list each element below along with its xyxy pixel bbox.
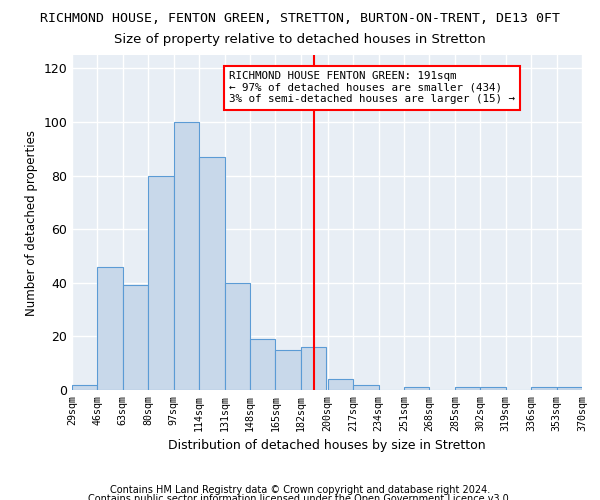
Bar [250, 339, 275, 390]
Text: Contains HM Land Registry data © Crown copyright and database right 2024.: Contains HM Land Registry data © Crown c… [110, 485, 490, 495]
Y-axis label: Number of detached properties: Number of detached properties [25, 130, 38, 316]
Text: Contains public sector information licensed under the Open Government Licence v3: Contains public sector information licen… [88, 494, 512, 500]
Bar [328, 380, 353, 390]
Bar [123, 286, 148, 390]
X-axis label: Distribution of detached houses by size in Stretton: Distribution of detached houses by size … [168, 439, 486, 452]
Bar [72, 384, 97, 390]
Bar [404, 388, 430, 390]
Bar [353, 384, 379, 390]
Text: RICHMOND HOUSE, FENTON GREEN, STRETTON, BURTON-ON-TRENT, DE13 0FT: RICHMOND HOUSE, FENTON GREEN, STRETTON, … [40, 12, 560, 26]
Text: Size of property relative to detached houses in Stretton: Size of property relative to detached ho… [114, 32, 486, 46]
Text: RICHMOND HOUSE FENTON GREEN: 191sqm
← 97% of detached houses are smaller (434)
3: RICHMOND HOUSE FENTON GREEN: 191sqm ← 97… [229, 71, 515, 104]
Bar [199, 157, 224, 390]
Bar [275, 350, 301, 390]
Bar [557, 388, 582, 390]
Bar [531, 388, 557, 390]
Bar [455, 388, 480, 390]
Bar [148, 176, 174, 390]
Bar [301, 347, 326, 390]
Bar [224, 283, 250, 390]
Bar [174, 122, 199, 390]
Bar [480, 388, 506, 390]
Bar [97, 266, 123, 390]
